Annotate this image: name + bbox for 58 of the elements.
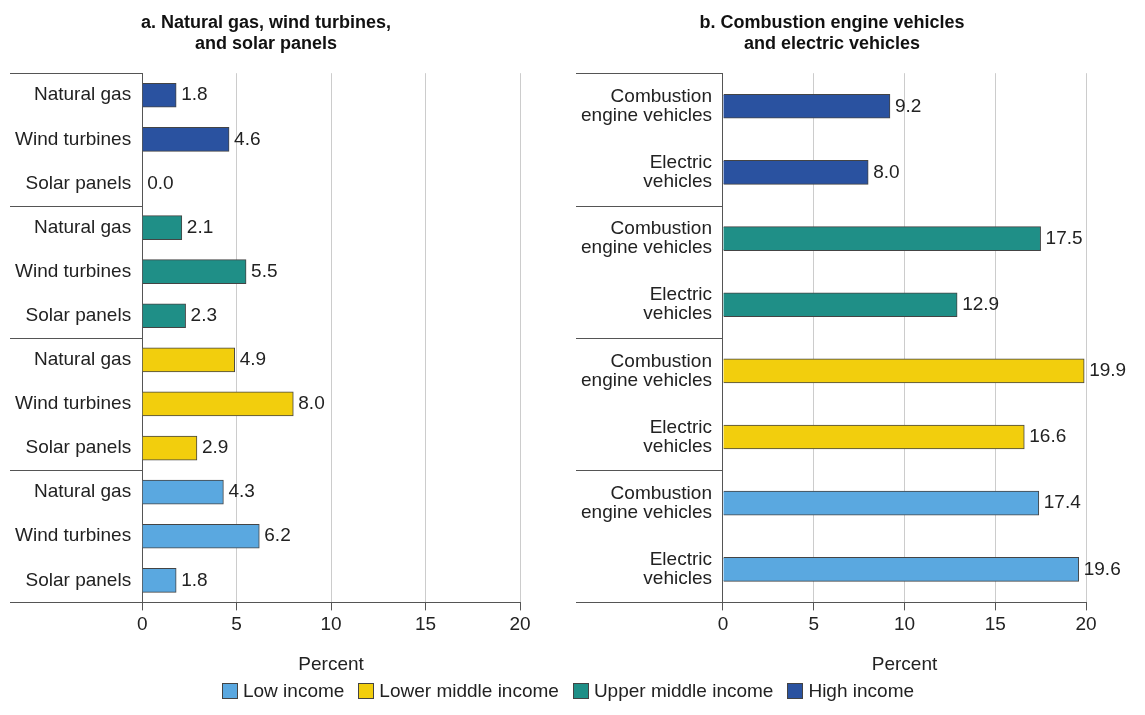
legend-label: High income: [808, 680, 915, 702]
y-tick-label: Natural gas: [33, 83, 132, 105]
data-label: 4.6: [234, 127, 261, 149]
data-label: 8.0: [298, 392, 325, 414]
data-label: 4.3: [228, 480, 255, 502]
data-label: 1.8: [181, 83, 208, 105]
legend-label: Low income: [242, 680, 345, 702]
y-tick-label: Solar panels: [25, 171, 132, 193]
y-tick-label: Electric vehicles: [643, 283, 712, 324]
y-tick-label: Combustion engine vehicles: [580, 481, 712, 522]
y-tick-label: Electric vehicles: [643, 415, 712, 456]
x-tick-label: 15: [984, 613, 1006, 635]
chart-title: b. Combustion engine vehicles and electric vehicles: [699, 11, 965, 54]
data-label: 12.9: [962, 292, 1000, 314]
y-tick-label: Combustion engine vehicles: [580, 85, 712, 126]
data-label: 6.2: [264, 524, 291, 546]
chart-title: a. Natural gas, wind turbines, and solar panels: [140, 11, 392, 54]
x-tick-label: 5: [808, 613, 820, 635]
y-tick-label: Solar panels: [25, 568, 132, 590]
data-label: 2.1: [186, 215, 214, 237]
data-label: 5.5: [251, 259, 278, 281]
x-tick-label: 0: [717, 613, 729, 635]
data-label: 9.2: [894, 94, 922, 116]
y-tick-label: Solar panels: [25, 303, 132, 325]
data-label: 8.0: [873, 160, 900, 182]
data-label: 17.4: [1043, 491, 1082, 513]
data-label: 1.8: [181, 568, 208, 590]
y-tick-label: Combustion engine vehicles: [580, 217, 712, 258]
y-tick-label: Wind turbines: [14, 127, 132, 149]
y-tick-label: Electric vehicles: [643, 548, 712, 589]
y-tick-label: Wind turbines: [14, 524, 132, 546]
y-tick-label: Natural gas: [33, 480, 132, 502]
data-label: 19.9: [1089, 359, 1127, 381]
y-tick-label: Wind turbines: [14, 259, 132, 281]
data-label: 2.9: [201, 436, 229, 458]
y-tick-label: Solar panels: [25, 436, 132, 458]
x-tick-label: 5: [231, 613, 242, 635]
y-tick-label: Natural gas: [33, 215, 132, 237]
data-label: 0.0: [147, 171, 174, 193]
x-axis-title: Percent: [298, 652, 365, 674]
x-tick-label: 0: [136, 613, 148, 635]
legend-label: Lower middle income: [379, 680, 559, 702]
x-tick-label: 10: [893, 613, 916, 635]
y-tick-label: Wind turbines: [14, 392, 132, 414]
data-label: 2.3: [190, 303, 218, 325]
data-label: 4.9: [239, 348, 267, 370]
y-tick-label: Natural gas: [33, 348, 132, 370]
data-label: 16.6: [1029, 425, 1067, 447]
data-label: 17.5: [1045, 226, 1083, 248]
x-tick-label: 20: [1075, 613, 1097, 635]
x-tick-label: 15: [414, 613, 437, 635]
x-tick-label: 10: [320, 613, 342, 635]
x-tick-label: 20: [509, 613, 531, 635]
x-axis-title: Percent: [871, 652, 938, 674]
y-tick-label: Electric vehicles: [643, 151, 712, 192]
y-tick-label: Combustion engine vehicles: [580, 349, 712, 390]
legend-label: Upper middle income: [593, 680, 774, 702]
data-label: 19.6: [1083, 557, 1121, 579]
